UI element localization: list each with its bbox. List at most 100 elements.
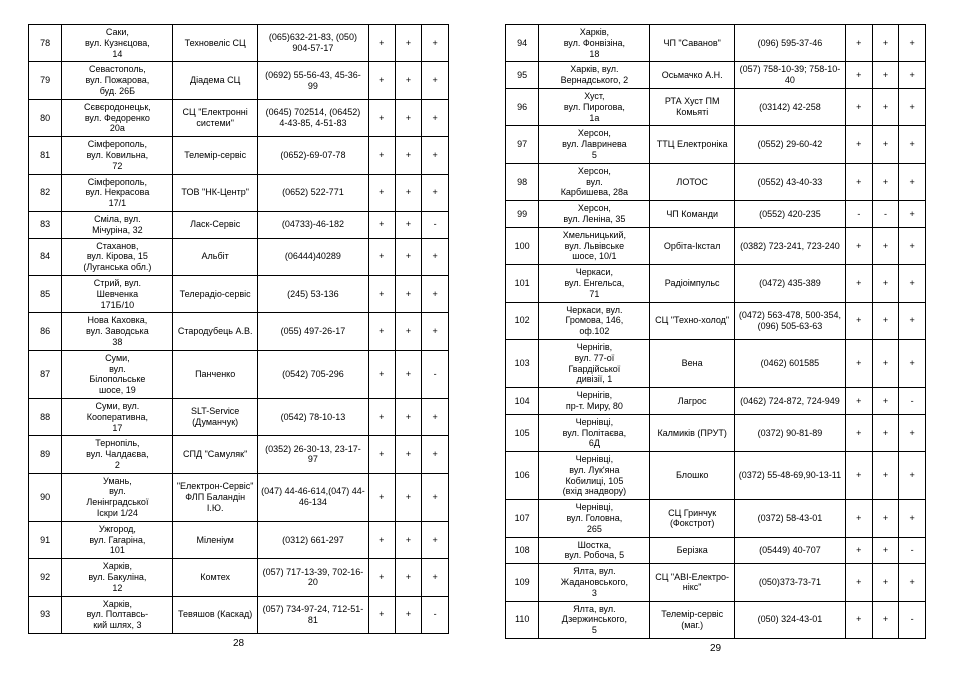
address-cell: Хуст, вул. Пирогова, 1а <box>539 88 650 125</box>
mark-cell: + <box>368 596 395 633</box>
service-name-cell: Діадема СЦ <box>173 62 257 99</box>
service-name-cell: СЦ "Електронні системи" <box>173 99 257 136</box>
mark-cell: + <box>845 414 872 451</box>
mark-cell: + <box>899 302 926 339</box>
mark-cell: + <box>872 88 899 125</box>
mark-cell: + <box>368 238 395 275</box>
mark-cell: + <box>845 601 872 638</box>
address-cell: Чернівці, вул. Лук'яна Кобилиці, 105 (вх… <box>539 452 650 500</box>
phone-cell: (0542) 705-296 <box>257 350 368 398</box>
mark-cell: + <box>899 500 926 537</box>
address-cell: Чернівці, вул. Політаєва, 6Д <box>539 414 650 451</box>
service-name-cell: Альбіт <box>173 238 257 275</box>
mark-cell: + <box>368 99 395 136</box>
service-name-cell: Лагрос <box>650 388 734 415</box>
service-name-cell: ЧП "Саванов" <box>650 25 734 62</box>
mark-cell: + <box>395 398 422 435</box>
phone-cell: (057) 734-97-24, 712-51-81 <box>257 596 368 633</box>
mark-cell: - <box>422 211 449 238</box>
row-number: 79 <box>29 62 62 99</box>
mark-cell: + <box>845 163 872 200</box>
mark-cell: + <box>395 521 422 558</box>
table-row: 108Шостка, вул. Робоча, 5Берізка(05449) … <box>506 537 926 564</box>
mark-cell: + <box>395 99 422 136</box>
phone-cell: (0372) 90-81-89 <box>734 414 845 451</box>
mark-cell: + <box>845 564 872 601</box>
table-row: 79Севастополь, вул. Пожарова, буд. 26БДі… <box>29 62 449 99</box>
mark-cell: + <box>872 564 899 601</box>
row-number: 88 <box>29 398 62 435</box>
mark-cell: + <box>422 473 449 521</box>
phone-cell: (047) 44-46-614,(047) 44-46-134 <box>257 473 368 521</box>
mark-cell: + <box>422 436 449 473</box>
address-cell: Ужгород, вул. Гагаріна, 101 <box>62 521 173 558</box>
phone-cell: (0542) 78-10-13 <box>257 398 368 435</box>
service-name-cell: Тевяшов (Каскад) <box>173 596 257 633</box>
table-row: 78Саки, вул. Кузнєцова, 14Техновеліс СЦ(… <box>29 25 449 62</box>
address-cell: Суми, вул. Білопольське шосе, 19 <box>62 350 173 398</box>
service-name-cell: Вена <box>650 339 734 387</box>
mark-cell: - <box>872 201 899 228</box>
mark-cell: + <box>395 25 422 62</box>
table-row: 107Чернівці, вул. Головна, 265СЦ Гринчук… <box>506 500 926 537</box>
row-number: 84 <box>29 238 62 275</box>
mark-cell: + <box>899 227 926 264</box>
row-number: 104 <box>506 388 539 415</box>
table-row: 89Тернопіль, вул. Чалдаєва, 2СПД "Самуля… <box>29 436 449 473</box>
mark-cell: + <box>368 211 395 238</box>
row-number: 95 <box>506 62 539 89</box>
phone-cell: (0472) 435-389 <box>734 265 845 302</box>
mark-cell: + <box>395 436 422 473</box>
mark-cell: + <box>845 452 872 500</box>
service-centers-table-left: 78Саки, вул. Кузнєцова, 14Техновеліс СЦ(… <box>28 24 449 634</box>
mark-cell: + <box>368 137 395 174</box>
service-name-cell: СЦ Гринчук (Фокстрот) <box>650 500 734 537</box>
row-number: 82 <box>29 174 62 211</box>
mark-cell: + <box>422 398 449 435</box>
table-row: 97Херсон, вул. Лавринева 5ТТЦ Електронік… <box>506 126 926 163</box>
phone-cell: (0652)-69-07-78 <box>257 137 368 174</box>
mark-cell: + <box>872 302 899 339</box>
mark-cell: + <box>872 25 899 62</box>
mark-cell: + <box>368 174 395 211</box>
mark-cell: + <box>845 126 872 163</box>
mark-cell: + <box>368 473 395 521</box>
mark-cell: + <box>422 174 449 211</box>
table-row: 90Умань, вул. Ленінградської Іскри 1/24"… <box>29 473 449 521</box>
mark-cell: + <box>899 452 926 500</box>
mark-cell: - <box>845 201 872 228</box>
mark-cell: + <box>899 564 926 601</box>
phone-cell: (057) 758-10-39; 758-10-40 <box>734 62 845 89</box>
mark-cell: + <box>899 265 926 302</box>
mark-cell: + <box>395 313 422 350</box>
phone-cell: (0552) 420-235 <box>734 201 845 228</box>
mark-cell: + <box>368 62 395 99</box>
mark-cell: + <box>872 414 899 451</box>
table-row: 94Харків, вул. Фонвізіна, 18ЧП "Саванов"… <box>506 25 926 62</box>
service-name-cell: Орбіта-Ікстал <box>650 227 734 264</box>
row-number: 97 <box>506 126 539 163</box>
table-row: 92Харків, вул. Бакуліна, 12Комтех(057) 7… <box>29 559 449 596</box>
mark-cell: + <box>422 62 449 99</box>
mark-cell: + <box>845 500 872 537</box>
row-number: 100 <box>506 227 539 264</box>
address-cell: Черкаси, вул. Громова, 146, оф.102 <box>539 302 650 339</box>
address-cell: Херсон, вул. Лавринева 5 <box>539 126 650 163</box>
service-name-cell: Радіоімпульс <box>650 265 734 302</box>
table-row: 91Ужгород, вул. Гагаріна, 101Міленіум(03… <box>29 521 449 558</box>
mark-cell: + <box>422 238 449 275</box>
service-name-cell: Телемір-сервіс (маг.) <box>650 601 734 638</box>
table-row: 84Стаханов, вул. Кірова, 15 (Луганська о… <box>29 238 449 275</box>
row-number: 78 <box>29 25 62 62</box>
address-cell: Сєвєродонецьк, вул. Федоренко 20а <box>62 99 173 136</box>
phone-cell: (0462) 601585 <box>734 339 845 387</box>
mark-cell: + <box>395 174 422 211</box>
row-number: 92 <box>29 559 62 596</box>
mark-cell: + <box>422 275 449 312</box>
phone-cell: (0382) 723-241, 723-240 <box>734 227 845 264</box>
row-number: 108 <box>506 537 539 564</box>
table-row: 100Хмельницький, вул. Львівське шосе, 10… <box>506 227 926 264</box>
address-cell: Харків, вул. Фонвізіна, 18 <box>539 25 650 62</box>
service-name-cell: SLT-Service (Думанчук) <box>173 398 257 435</box>
mark-cell: + <box>845 227 872 264</box>
